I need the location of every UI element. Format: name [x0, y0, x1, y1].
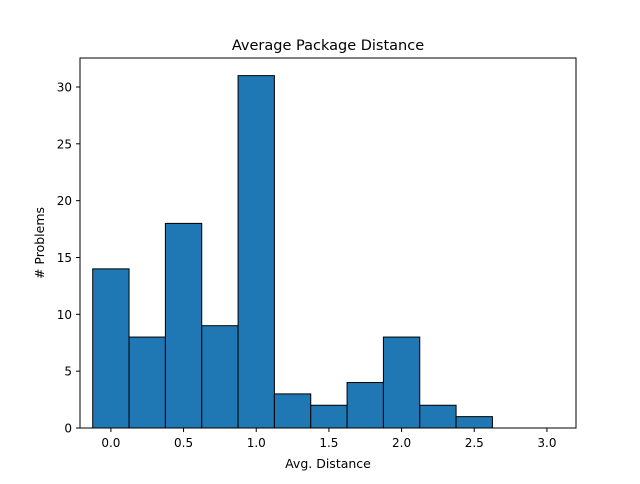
histogram-bar [92, 268, 130, 429]
histogram-bar [419, 404, 457, 429]
bars-layer [92, 75, 493, 429]
histogram-bar [237, 75, 275, 429]
x-tick-label: 2.5 [465, 436, 484, 450]
y-tick-label: 20 [57, 194, 72, 208]
x-axis-ticks: 0.0 0.5 1.0 1.5 2.0 2.5 3.0 [101, 428, 556, 450]
histogram-bar [164, 222, 203, 429]
x-tick-label: 0.0 [101, 436, 120, 450]
histogram-bar [201, 325, 239, 429]
histogram-bar [310, 404, 348, 429]
x-axis-label: Avg. Distance [285, 456, 371, 471]
y-tick-label: 30 [57, 80, 72, 94]
y-tick-label: 10 [57, 308, 72, 322]
y-axis-label: # Problems [32, 207, 47, 279]
y-tick-label: 0 [64, 422, 72, 436]
x-tick-label: 1.5 [319, 436, 338, 450]
histogram-bar [455, 416, 493, 429]
chart-title: Average Package Distance [232, 38, 424, 54]
x-tick-label: 3.0 [537, 436, 556, 450]
y-tick-label: 5 [64, 365, 72, 379]
plot-frame [79, 57, 577, 429]
histogram-bar [382, 336, 421, 429]
y-tick-label: 15 [57, 251, 72, 265]
x-tick-label: 2.0 [392, 436, 411, 450]
x-tick-label: 0.5 [174, 436, 193, 450]
x-tick-label: 1.0 [247, 436, 266, 450]
histogram-bar [346, 382, 384, 429]
y-tick-label: 25 [57, 137, 72, 151]
histogram-bar [273, 393, 312, 429]
y-axis-ticks: 0 5 10 15 20 25 30 [57, 80, 80, 436]
histogram-bar [128, 336, 166, 429]
